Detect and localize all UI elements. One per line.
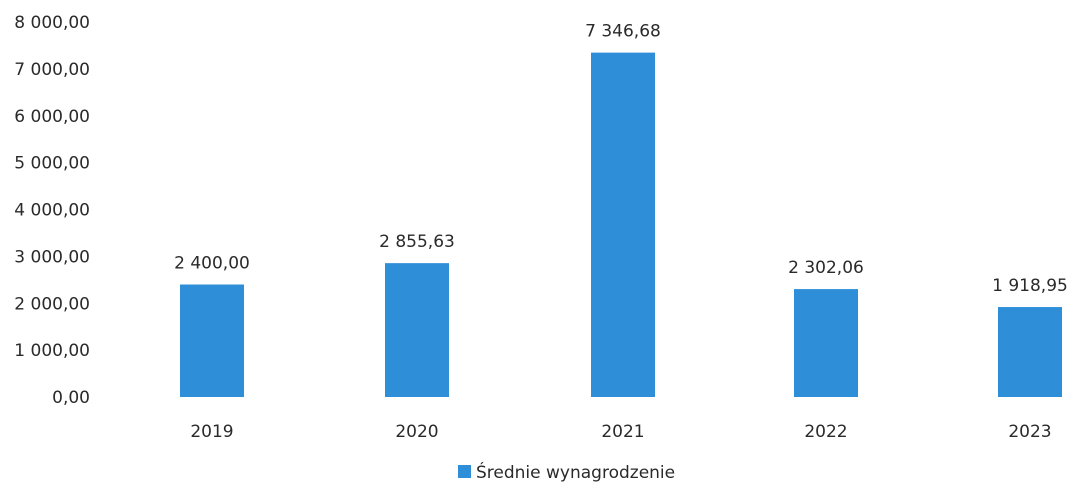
data-label-2019: 2 400,00 bbox=[174, 254, 250, 274]
y-axis: 0,00 1 000,00 2 000,00 3 000,00 4 000,00 5 00… bbox=[14, 13, 90, 408]
x-tick-label-2019: 2019 bbox=[190, 422, 233, 442]
y-tick-label: 0,00 bbox=[52, 388, 90, 408]
y-tick-label: 6 000,00 bbox=[14, 107, 90, 127]
x-tick-label-2021: 2021 bbox=[601, 422, 644, 442]
x-tick-label-2020: 2020 bbox=[395, 422, 438, 442]
y-tick-label: 7 000,00 bbox=[14, 60, 90, 80]
data-label-2022: 2 302,06 bbox=[788, 258, 864, 278]
bar-2019 bbox=[180, 284, 244, 397]
bar-2022 bbox=[794, 289, 858, 397]
data-label-2023: 1 918,95 bbox=[992, 276, 1068, 296]
y-tick-label: 5 000,00 bbox=[14, 154, 90, 174]
bar-2020 bbox=[385, 263, 449, 397]
y-tick-label: 3 000,00 bbox=[14, 247, 90, 267]
bars-group bbox=[180, 52, 1062, 397]
y-tick-label: 8 000,00 bbox=[14, 13, 90, 33]
y-tick-label: 4 000,00 bbox=[14, 201, 90, 221]
legend: Średnie wynagrodzenie bbox=[458, 461, 675, 483]
bar-2021 bbox=[591, 52, 655, 397]
bar-2023 bbox=[998, 307, 1062, 397]
legend-label: Średnie wynagrodzenie bbox=[476, 461, 675, 483]
x-tick-label-2022: 2022 bbox=[804, 422, 847, 442]
data-labels-group: 2 400,00 2 855,63 7 346,68 2 302,06 1 918,95 bbox=[174, 22, 1068, 296]
legend-swatch bbox=[458, 465, 471, 478]
data-label-2020: 2 855,63 bbox=[379, 232, 455, 252]
data-label-2021: 7 346,68 bbox=[585, 22, 661, 42]
y-tick-label: 2 000,00 bbox=[14, 294, 90, 314]
y-tick-label: 1 000,00 bbox=[14, 341, 90, 361]
x-tick-label-2023: 2023 bbox=[1008, 422, 1051, 442]
x-axis: 2019 2020 2021 2022 2023 bbox=[190, 422, 1051, 442]
